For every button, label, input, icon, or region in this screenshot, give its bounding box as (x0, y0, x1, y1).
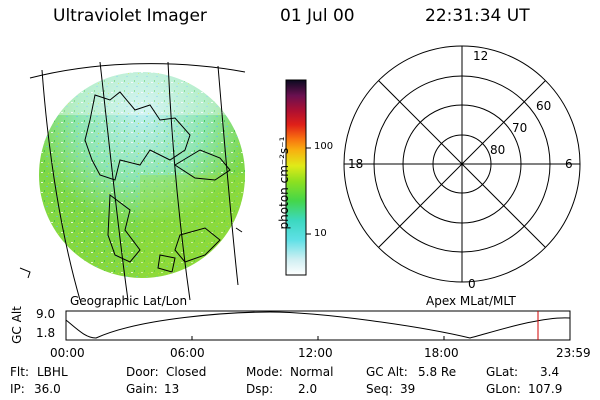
altitude-ytick-high: 9.0 (36, 307, 56, 321)
dsp-label: Dsp: (246, 382, 274, 396)
gain-value: 13 (164, 382, 180, 396)
instrument-title: Ultraviolet Imager (53, 6, 207, 26)
filter-value: LBHL (37, 365, 68, 379)
time-label: 22:31:34 UT (425, 6, 530, 26)
colorbar-unit-label: photon cm⁻²s⁻¹ (277, 136, 291, 230)
geographic-caption: Geographic Lat/Lon (70, 294, 188, 308)
altitude-ylabel: GC Alt (10, 306, 24, 344)
glon-value: 107.9 (528, 382, 563, 396)
filter-label: Flt: (10, 365, 29, 379)
altitude-xtick-1200: 12:00 (298, 346, 333, 360)
mlt-label-6: 6 (565, 157, 573, 171)
mlat-label-80: 80 (490, 143, 505, 157)
gc-alt-label: GC Alt: (366, 365, 408, 379)
mlt-label-18: 18 (348, 157, 363, 171)
gain-label: Gain: (126, 382, 158, 396)
glat-label: GLat: (486, 365, 519, 379)
mlt-label-0: 0 (468, 277, 476, 291)
glat-value: 3.4 (540, 365, 560, 379)
mode-value: Normal (290, 365, 334, 379)
altitude-plot (65, 310, 571, 341)
glon-label: GLon: (486, 382, 521, 396)
auroral-image (19, 61, 246, 301)
mlt-label-12: 12 (473, 49, 488, 63)
gc-alt-value: 5.8 Re (418, 365, 457, 379)
colorbar-tick-10: 10 (314, 228, 327, 239)
door-label: Door: (126, 365, 159, 379)
colorbar (285, 79, 311, 276)
altitude-xtick-0000: 00:00 (50, 346, 85, 360)
altitude-xtick-2359: 23:59 (556, 346, 591, 360)
mlat-label-60: 60 (536, 99, 551, 113)
altitude-xtick-1800: 18:00 (424, 346, 459, 360)
altitude-ytick-low: 1.8 (36, 326, 56, 340)
seq-value: 39 (400, 382, 416, 396)
seq-label: Seq: (366, 382, 393, 396)
ip-value: 36.0 (34, 382, 61, 396)
dsp-value: 2.0 (298, 382, 318, 396)
date-label: 01 Jul 00 (280, 6, 355, 26)
door-value: Closed (166, 365, 207, 379)
polar-grid (343, 45, 581, 283)
ip-label: IP: (10, 382, 25, 396)
apex-caption: Apex MLat/MLT (426, 294, 516, 308)
colorbar-tick-100: 100 (314, 141, 334, 152)
altitude-xtick-0600: 06:00 (170, 346, 205, 360)
mlat-label-70: 70 (512, 121, 527, 135)
mode-label: Mode: (246, 365, 283, 379)
